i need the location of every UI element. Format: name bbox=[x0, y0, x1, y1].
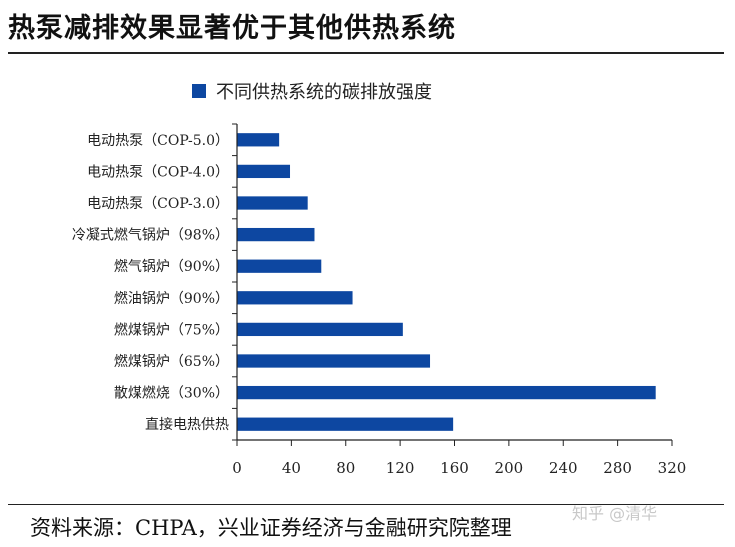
x-tick-label: 200 bbox=[495, 459, 524, 477]
category-label: 散煤燃烧（30%） bbox=[114, 385, 229, 402]
watermark: 知乎 @清华 bbox=[572, 504, 658, 523]
bar-chart: 不同供热系统的碳排放强度 电动热泵（COP-5.0）电动热泵（COP-4.0）电… bbox=[72, 82, 687, 477]
category-labels: 电动热泵（COP-5.0） 电动热泵（COP-4.0） 电动热泵（COP-3.0） 冷… bbox=[72, 133, 229, 433]
bars-group bbox=[237, 133, 656, 431]
x-tick-label: 160 bbox=[440, 459, 469, 477]
category-label: 电动热泵（COP-5.0） bbox=[87, 133, 229, 149]
chart-title: 热泵减排效果显著优于其他供热系统 bbox=[8, 13, 456, 44]
legend-label: 不同供热系统的碳排放强度 bbox=[216, 82, 432, 103]
x-tick-label: 0 bbox=[232, 459, 242, 477]
x-tick-label: 120 bbox=[386, 459, 415, 477]
bar bbox=[237, 133, 280, 147]
bar bbox=[237, 322, 403, 337]
legend-swatch bbox=[192, 84, 206, 98]
x-tick-label: 320 bbox=[658, 459, 687, 477]
category-label: 电动热泵（COP-3.0） bbox=[87, 196, 229, 212]
title-divider bbox=[8, 52, 724, 54]
x-tick-label: 240 bbox=[549, 459, 578, 477]
bar bbox=[237, 227, 315, 242]
bar bbox=[237, 196, 308, 210]
category-label: 燃煤锅炉（65%） bbox=[114, 353, 229, 370]
legend: 不同供热系统的碳排放强度 bbox=[192, 82, 432, 103]
category-label: 电动热泵（COP-4.0） bbox=[87, 164, 229, 180]
category-label: 燃煤锅炉（75%） bbox=[114, 321, 229, 338]
category-label: 燃油锅炉（90%） bbox=[114, 290, 229, 307]
bar bbox=[237, 354, 431, 368]
source-divider bbox=[8, 504, 724, 505]
bar bbox=[237, 385, 656, 400]
axes: 0 40 80 120 160 200 240 280 320 bbox=[232, 123, 687, 477]
source-note: 资料来源：CHPA，兴业证券经济与金融研究院整理 bbox=[30, 516, 512, 540]
category-label: 燃气锅炉（90%） bbox=[114, 258, 229, 275]
x-tick-label: 280 bbox=[603, 459, 632, 477]
x-tick-label: 40 bbox=[282, 459, 301, 477]
bar bbox=[237, 417, 454, 431]
category-label: 冷凝式燃气锅炉（98%） bbox=[72, 227, 229, 244]
x-tick-label: 80 bbox=[336, 459, 355, 477]
bar bbox=[237, 291, 353, 305]
bar bbox=[237, 164, 291, 179]
bar bbox=[237, 259, 322, 273]
category-label: 直接电热供热 bbox=[145, 416, 229, 433]
